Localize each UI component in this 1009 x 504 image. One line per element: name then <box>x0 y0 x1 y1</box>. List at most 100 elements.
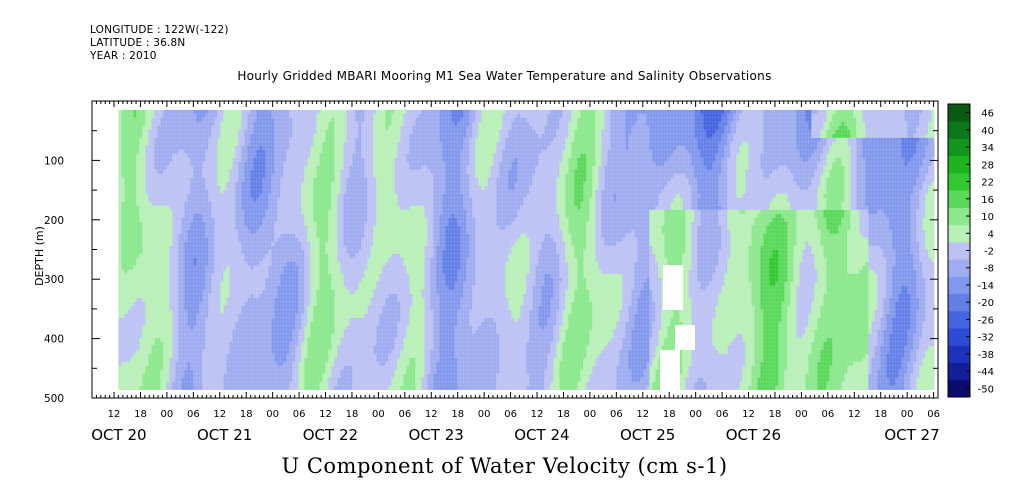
heatmap-cell <box>160 277 164 282</box>
heatmap-cell <box>316 161 320 166</box>
heatmap-cell <box>190 153 194 158</box>
heatmap-cell <box>118 309 122 314</box>
heatmap-cell <box>322 317 326 322</box>
heatmap-cell <box>328 109 332 114</box>
heatmap-cell <box>298 129 302 134</box>
heatmap-cell <box>202 201 206 206</box>
heatmap-cell <box>235 269 239 274</box>
heatmap-cell <box>274 329 278 334</box>
heatmap-cell <box>172 149 176 154</box>
heatmap-cell <box>184 225 188 230</box>
heatmap-cell <box>232 161 236 166</box>
heatmap-cell <box>208 333 212 338</box>
heatmap-cell <box>247 381 251 386</box>
heatmap-cell <box>238 345 242 350</box>
heatmap-cell <box>166 129 170 134</box>
heatmap-cell <box>241 301 245 306</box>
heatmap-cell <box>193 137 197 142</box>
heatmap-cell <box>199 349 203 354</box>
heatmap-cell <box>202 373 206 378</box>
heatmap-cell <box>181 217 185 222</box>
heatmap-cell <box>307 213 311 218</box>
heatmap-cell <box>235 261 239 266</box>
heatmap-cell <box>250 337 254 342</box>
heatmap-cell <box>271 277 275 282</box>
heatmap-cell <box>196 289 200 294</box>
heatmap-cell <box>199 189 203 194</box>
heatmap-cell <box>163 385 167 390</box>
heatmap-cell <box>145 229 149 234</box>
heatmap-cell <box>244 217 248 222</box>
heatmap-cell <box>289 285 293 290</box>
heatmap-cell <box>202 233 206 238</box>
heatmap-cell <box>196 317 200 322</box>
heatmap-cell <box>145 157 149 162</box>
heatmap-cell <box>124 161 128 166</box>
heatmap-cell <box>205 205 209 210</box>
heatmap-cell <box>226 225 230 230</box>
heatmap-cell <box>160 309 164 314</box>
heatmap-cell <box>118 197 122 202</box>
heatmap-cell <box>127 169 131 174</box>
heatmap-cell <box>205 109 209 114</box>
heatmap-cell <box>160 373 164 378</box>
heatmap-cell <box>208 385 212 390</box>
heatmap-cell <box>238 189 242 194</box>
heatmap-cell <box>163 133 167 138</box>
heatmap-cell <box>244 317 248 322</box>
heatmap-cell <box>280 181 284 186</box>
heatmap-cell <box>304 377 308 382</box>
heatmap-cell <box>292 229 296 234</box>
heatmap-cell <box>274 129 278 134</box>
heatmap-cell <box>127 373 131 378</box>
heatmap-cell <box>214 201 218 206</box>
heatmap-cell <box>130 285 134 290</box>
heatmap-cell <box>199 185 203 190</box>
heatmap-cell <box>313 365 317 370</box>
heatmap-cell <box>331 145 335 150</box>
heatmap-cell <box>310 145 314 150</box>
heatmap-cell <box>325 321 329 326</box>
heatmap-cell <box>220 121 224 126</box>
heatmap-cell <box>235 385 239 390</box>
heatmap-cell <box>118 265 122 270</box>
heatmap-cell <box>214 365 218 370</box>
heatmap-cell <box>217 381 221 386</box>
heatmap-cell <box>232 349 236 354</box>
heatmap-cell <box>160 149 164 154</box>
heatmap-cell <box>118 381 122 386</box>
heatmap-cell <box>181 333 185 338</box>
heatmap-cell <box>313 349 317 354</box>
heatmap-cell <box>274 217 278 222</box>
heatmap-cell <box>136 109 140 114</box>
heatmap-cell <box>265 257 269 262</box>
heatmap-cell <box>247 181 251 186</box>
heatmap-cell <box>148 165 152 170</box>
heatmap-cell <box>208 281 212 286</box>
heatmap-cell <box>256 133 260 138</box>
heatmap-cell <box>187 161 191 166</box>
heatmap-cell <box>154 177 158 182</box>
heatmap-cell <box>175 337 179 342</box>
heatmap-cell <box>322 161 326 166</box>
heatmap-cell <box>256 269 260 274</box>
heatmap-cell <box>280 265 284 270</box>
heatmap-cell <box>205 273 209 278</box>
heatmap-cell <box>304 201 308 206</box>
heatmap-cell <box>322 305 326 310</box>
heatmap-cell <box>172 373 176 378</box>
heatmap-cell <box>175 313 179 318</box>
heatmap-cell <box>124 177 128 182</box>
heatmap-cell <box>259 313 263 318</box>
heatmap-cell <box>283 333 287 338</box>
heatmap-cell <box>247 157 251 162</box>
heatmap-cell <box>265 353 269 358</box>
heatmap-cell <box>241 269 245 274</box>
heatmap-cell <box>304 273 308 278</box>
heatmap-cell <box>250 237 254 242</box>
heatmap-cell <box>133 297 137 302</box>
heatmap-cell <box>310 245 314 250</box>
heatmap-cell <box>283 325 287 330</box>
heatmap-cell <box>328 229 332 234</box>
heatmap-cell <box>331 169 335 174</box>
